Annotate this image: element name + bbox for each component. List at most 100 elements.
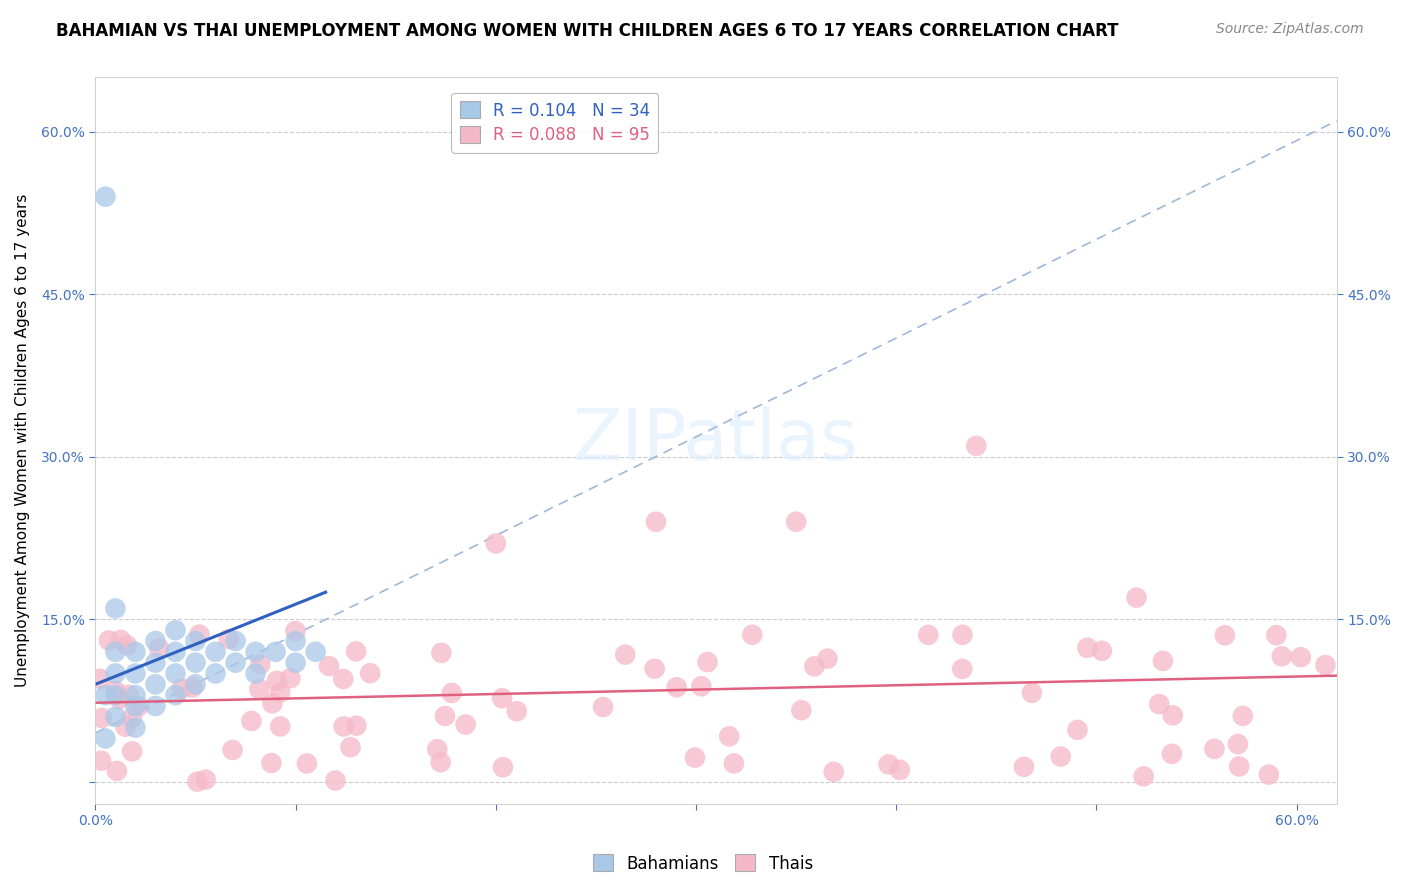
Point (186, 774, 208, 789)
Point (284, 624, 307, 638)
Point (104, 645, 127, 659)
Point (90, 754, 112, 768)
Point (225, 634, 247, 648)
Point (89, 672, 111, 686)
Point (440, 686, 463, 700)
Point (121, 711, 143, 725)
Y-axis label: Unemployment Among Women with Children Ages 6 to 17 years: Unemployment Among Women with Children A… (15, 194, 30, 687)
Point (683, 750, 706, 764)
Point (433, 709, 456, 723)
Point (952, 628, 974, 642)
Point (696, 655, 718, 669)
Point (104, 684, 127, 698)
Text: ZIPatlas: ZIPatlas (574, 406, 859, 475)
Point (592, 700, 614, 714)
Point (225, 656, 247, 670)
Point (1271, 649, 1294, 664)
Point (1049, 749, 1071, 764)
Point (165, 666, 187, 681)
Point (221, 743, 243, 757)
Point (204, 666, 226, 681)
Point (148, 641, 170, 656)
Point (97, 633, 120, 648)
Point (284, 656, 307, 670)
Point (184, 634, 207, 648)
Point (240, 714, 263, 728)
Point (1213, 628, 1236, 642)
Point (426, 742, 449, 756)
Point (644, 662, 666, 676)
Point (264, 645, 287, 659)
Point (1161, 747, 1184, 761)
Point (104, 688, 127, 702)
Point (1152, 654, 1174, 668)
Point (108, 692, 131, 706)
Point (266, 673, 288, 688)
Point (965, 439, 987, 453)
Point (145, 656, 167, 670)
Point (165, 688, 187, 702)
Point (114, 720, 136, 734)
Point (429, 756, 451, 770)
Point (1227, 759, 1250, 773)
Point (117, 688, 139, 702)
Point (614, 648, 637, 662)
Point (280, 671, 302, 685)
Point (94, 189, 117, 203)
Point (318, 659, 340, 673)
Point (124, 698, 146, 713)
Point (94, 731, 117, 746)
Point (785, 515, 807, 529)
Point (1012, 760, 1035, 774)
Point (104, 666, 127, 681)
Point (184, 656, 207, 670)
Point (741, 628, 763, 642)
Point (90, 711, 112, 725)
Point (645, 515, 668, 529)
Point (104, 601, 127, 615)
Point (181, 681, 204, 695)
Point (823, 764, 845, 779)
Point (1147, 697, 1170, 711)
Point (454, 717, 477, 731)
Point (950, 662, 973, 676)
Point (723, 756, 745, 771)
Point (430, 646, 453, 660)
Point (506, 704, 529, 718)
Point (128, 699, 150, 714)
Point (339, 740, 361, 755)
Point (817, 651, 839, 665)
Point (165, 623, 187, 637)
Point (110, 632, 132, 647)
Point (269, 685, 291, 699)
Point (194, 772, 217, 787)
Point (104, 710, 127, 724)
Point (1265, 628, 1288, 642)
Point (1315, 658, 1337, 673)
Point (332, 672, 354, 686)
Point (359, 666, 381, 681)
Text: BAHAMIAN VS THAI UNEMPLOYMENT AMONG WOMEN WITH CHILDREN AGES 6 TO 17 YEARS CORRE: BAHAMIAN VS THAI UNEMPLOYMENT AMONG WOME… (56, 22, 1119, 40)
Point (917, 628, 939, 642)
Point (485, 536, 508, 550)
Point (790, 703, 813, 717)
Point (245, 645, 267, 659)
Point (332, 719, 354, 733)
Point (262, 697, 284, 711)
Point (269, 719, 291, 733)
Point (1232, 709, 1254, 723)
Point (1132, 769, 1154, 783)
Legend: Bahamians, Thais: Bahamians, Thais (586, 847, 820, 880)
Point (1226, 737, 1249, 751)
Point (491, 691, 513, 706)
Point (304, 645, 326, 659)
Point (690, 679, 713, 693)
Point (184, 677, 207, 691)
Point (718, 729, 741, 743)
Point (94, 688, 117, 702)
Point (124, 666, 146, 681)
Point (1021, 686, 1043, 700)
Point (889, 763, 911, 777)
Point (284, 634, 307, 648)
Point (249, 657, 271, 672)
